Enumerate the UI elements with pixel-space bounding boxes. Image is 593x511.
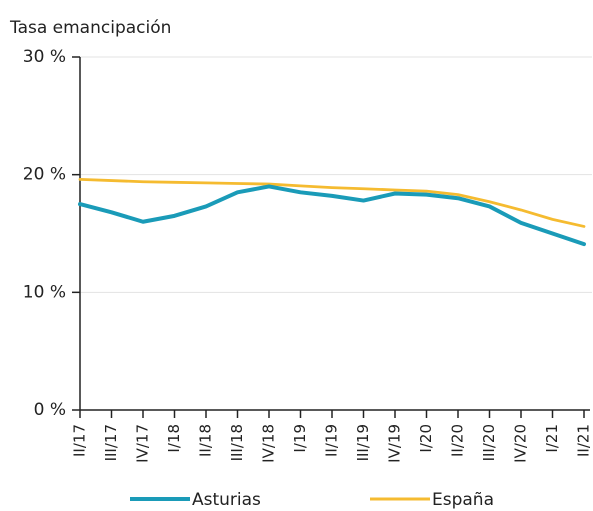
- x-tick-label: IV/18: [260, 424, 278, 463]
- x-tick-label: I/18: [165, 424, 183, 453]
- legend-label: España: [432, 490, 494, 510]
- y-tick-label: 0 %: [34, 400, 66, 420]
- x-tick-label: III/19: [354, 424, 372, 461]
- y-tick-label: 20 %: [23, 165, 66, 185]
- x-tick-label: II/19: [323, 424, 341, 457]
- x-tick-label: II/18: [197, 424, 215, 457]
- y-tick-label: 10 %: [23, 282, 66, 302]
- x-tick-label: III/17: [102, 424, 120, 461]
- legend-label: Asturias: [192, 490, 261, 510]
- x-tick-label: I/20: [417, 424, 435, 453]
- x-tick-label: III/18: [228, 424, 246, 461]
- x-tick-label: I/21: [543, 424, 561, 453]
- y-axis-label: Tasa emancipación: [9, 18, 171, 38]
- x-tick-label: IV/17: [134, 424, 152, 463]
- x-tick-label: I/19: [291, 424, 309, 453]
- y-tick-label: 30 %: [23, 47, 66, 67]
- x-tick-label: IV/19: [386, 424, 404, 463]
- x-tick-label: II/21: [575, 424, 593, 457]
- series-line: [78, 177, 586, 228]
- series-line: [78, 184, 586, 247]
- x-tick-label: II/17: [71, 424, 89, 457]
- x-tick-label: III/20: [480, 424, 498, 461]
- x-tick-label: II/20: [449, 424, 467, 457]
- x-tick-label: IV/20: [512, 424, 530, 463]
